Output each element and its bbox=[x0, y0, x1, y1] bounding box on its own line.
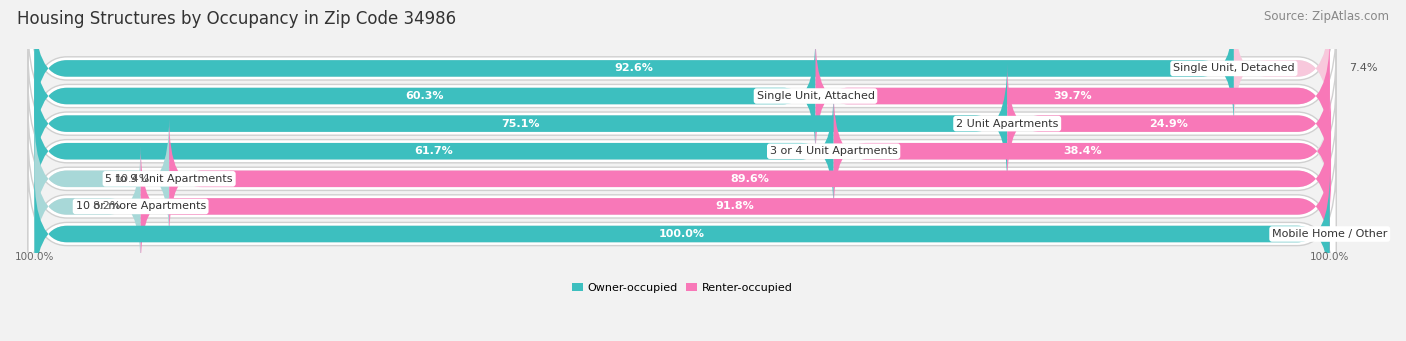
Text: 39.7%: 39.7% bbox=[1053, 91, 1092, 101]
Text: 5 to 9 Unit Apartments: 5 to 9 Unit Apartments bbox=[105, 174, 233, 184]
Text: 2 Unit Apartments: 2 Unit Apartments bbox=[956, 119, 1059, 129]
FancyBboxPatch shape bbox=[34, 90, 1330, 212]
Text: 89.6%: 89.6% bbox=[730, 174, 769, 184]
FancyBboxPatch shape bbox=[34, 8, 1330, 129]
FancyBboxPatch shape bbox=[34, 118, 169, 239]
Text: 100.0%: 100.0% bbox=[15, 252, 55, 262]
Text: Single Unit, Attached: Single Unit, Attached bbox=[756, 91, 875, 101]
Text: 38.4%: 38.4% bbox=[1063, 146, 1102, 156]
Text: 91.8%: 91.8% bbox=[716, 202, 755, 211]
Text: 10 or more Apartments: 10 or more Apartments bbox=[76, 202, 205, 211]
FancyBboxPatch shape bbox=[834, 90, 1331, 212]
FancyBboxPatch shape bbox=[1234, 8, 1330, 129]
Text: Source: ZipAtlas.com: Source: ZipAtlas.com bbox=[1264, 10, 1389, 23]
FancyBboxPatch shape bbox=[34, 146, 141, 267]
FancyBboxPatch shape bbox=[34, 35, 1330, 157]
Legend: Owner-occupied, Renter-occupied: Owner-occupied, Renter-occupied bbox=[571, 283, 793, 293]
Text: 100.0%: 100.0% bbox=[659, 229, 704, 239]
FancyBboxPatch shape bbox=[169, 118, 1330, 239]
FancyBboxPatch shape bbox=[28, 108, 1336, 250]
FancyBboxPatch shape bbox=[34, 63, 1330, 184]
FancyBboxPatch shape bbox=[34, 63, 1007, 184]
FancyBboxPatch shape bbox=[28, 0, 1336, 139]
Text: 3 or 4 Unit Apartments: 3 or 4 Unit Apartments bbox=[769, 146, 897, 156]
Text: 100.0%: 100.0% bbox=[1310, 252, 1350, 262]
Text: 60.3%: 60.3% bbox=[406, 91, 444, 101]
Text: 61.7%: 61.7% bbox=[415, 146, 453, 156]
Text: Single Unit, Detached: Single Unit, Detached bbox=[1173, 63, 1295, 73]
FancyBboxPatch shape bbox=[1007, 63, 1330, 184]
FancyBboxPatch shape bbox=[34, 173, 1330, 295]
Text: 7.4%: 7.4% bbox=[1350, 63, 1378, 73]
FancyBboxPatch shape bbox=[28, 163, 1336, 305]
FancyBboxPatch shape bbox=[34, 35, 815, 157]
FancyBboxPatch shape bbox=[34, 173, 1330, 295]
Text: Housing Structures by Occupancy in Zip Code 34986: Housing Structures by Occupancy in Zip C… bbox=[17, 10, 456, 28]
Text: 75.1%: 75.1% bbox=[502, 119, 540, 129]
Text: 24.9%: 24.9% bbox=[1149, 119, 1188, 129]
FancyBboxPatch shape bbox=[34, 90, 834, 212]
Text: Mobile Home / Other: Mobile Home / Other bbox=[1272, 229, 1388, 239]
Text: 10.4%: 10.4% bbox=[114, 174, 149, 184]
FancyBboxPatch shape bbox=[28, 80, 1336, 222]
FancyBboxPatch shape bbox=[815, 35, 1330, 157]
Text: 92.6%: 92.6% bbox=[614, 63, 654, 73]
FancyBboxPatch shape bbox=[34, 118, 1330, 239]
FancyBboxPatch shape bbox=[28, 135, 1336, 278]
FancyBboxPatch shape bbox=[34, 8, 1234, 129]
FancyBboxPatch shape bbox=[28, 25, 1336, 167]
FancyBboxPatch shape bbox=[34, 146, 1330, 267]
FancyBboxPatch shape bbox=[141, 146, 1330, 267]
Text: 8.2%: 8.2% bbox=[93, 202, 121, 211]
FancyBboxPatch shape bbox=[28, 53, 1336, 195]
